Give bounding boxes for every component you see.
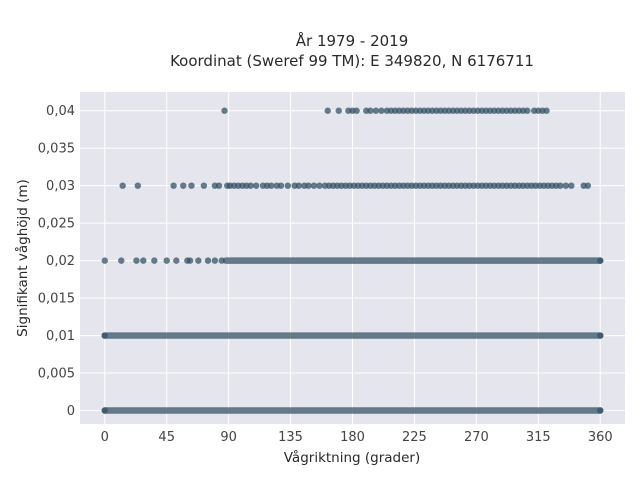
y-tick-label: 0,015 <box>38 292 75 307</box>
data-point <box>151 257 158 264</box>
data-point <box>557 182 564 189</box>
y-tick-labels: 0 0,005 0,01 0,015 0,02 0,025 0,03 0,035 0,04 <box>38 104 75 419</box>
y-tick-label: 0,02 <box>46 254 75 269</box>
x-tick-label: 360 <box>588 430 613 445</box>
data-point <box>119 182 126 189</box>
data-point <box>543 107 550 114</box>
data-point <box>221 107 228 114</box>
data-point <box>180 182 187 189</box>
data-point <box>568 182 575 189</box>
data-point <box>324 107 331 114</box>
data-point <box>140 257 147 264</box>
y-tick-label: 0,01 <box>46 329 75 344</box>
y-tick-label: 0,035 <box>38 142 75 157</box>
data-point <box>211 257 219 264</box>
data-point <box>101 332 108 339</box>
data-point <box>173 257 180 264</box>
x-tick-label: 180 <box>340 430 365 445</box>
x-tick-label: 0 <box>101 430 109 445</box>
data-point <box>310 182 318 189</box>
data-point <box>295 182 303 189</box>
data-point-band <box>101 332 604 339</box>
y-tick-label: 0,005 <box>38 367 75 382</box>
x-tick-label: 135 <box>278 430 303 445</box>
x-tick-label: 90 <box>220 430 237 445</box>
data-point <box>195 257 202 264</box>
data-point <box>277 182 285 189</box>
data-point <box>353 107 360 114</box>
data-point <box>562 182 570 189</box>
data-point <box>378 107 385 114</box>
y-tick-label: 0,025 <box>38 217 75 232</box>
data-point <box>215 182 223 189</box>
data-point <box>316 182 323 189</box>
data-point <box>101 257 108 264</box>
data-point <box>524 107 531 114</box>
y-tick-label: 0,04 <box>46 104 75 119</box>
data-point <box>372 107 380 114</box>
data-point <box>101 407 108 414</box>
chart-title: År 1979 - 2019 <box>296 31 409 50</box>
data-point <box>186 257 194 264</box>
data-point <box>597 407 604 414</box>
x-tick-label: 270 <box>464 430 489 445</box>
data-point <box>252 182 260 189</box>
data-point <box>118 257 125 264</box>
data-point-band <box>101 407 604 414</box>
x-tick-label: 45 <box>158 430 175 445</box>
data-point <box>163 257 170 264</box>
data-point <box>133 257 140 264</box>
data-point <box>597 332 604 339</box>
y-tick-label: 0 <box>67 404 75 419</box>
data-points <box>101 107 604 414</box>
data-point <box>204 257 212 264</box>
x-tick-label: 315 <box>526 430 551 445</box>
data-point <box>335 107 342 114</box>
data-point <box>305 182 312 189</box>
x-tick-label: 225 <box>402 430 427 445</box>
x-tick-labels: 0 45 90 135 180 225 270 315 360 <box>101 430 613 445</box>
data-point <box>200 182 208 189</box>
x-axis-title: Vågriktning (grader) <box>284 449 421 466</box>
data-point <box>367 107 374 114</box>
data-point <box>284 182 292 189</box>
data-point <box>188 182 195 189</box>
y-tick-label: 0,03 <box>46 179 75 194</box>
data-point-band <box>222 257 604 264</box>
data-point <box>247 182 254 189</box>
data-point <box>584 182 592 189</box>
data-point <box>268 182 275 189</box>
y-axis-title: Signifikant våghöjd (m) <box>14 179 31 337</box>
data-point <box>134 182 142 189</box>
data-point <box>170 182 177 189</box>
chart-subtitle: Koordinat (Sweref 99 TM): E 349820, N 61… <box>170 52 534 70</box>
